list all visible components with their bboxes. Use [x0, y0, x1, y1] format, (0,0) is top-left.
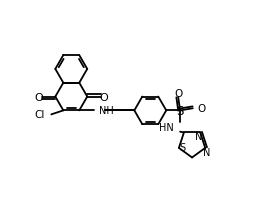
Text: HN: HN: [160, 122, 174, 132]
Text: O: O: [34, 92, 43, 102]
Text: N: N: [195, 132, 202, 141]
Text: NH: NH: [99, 106, 113, 116]
Text: S: S: [176, 104, 184, 117]
Text: S: S: [179, 143, 185, 153]
Text: O: O: [197, 104, 206, 114]
Text: Cl: Cl: [35, 110, 45, 120]
Text: O: O: [174, 88, 182, 98]
Text: O: O: [100, 92, 108, 102]
Text: N: N: [203, 147, 210, 157]
